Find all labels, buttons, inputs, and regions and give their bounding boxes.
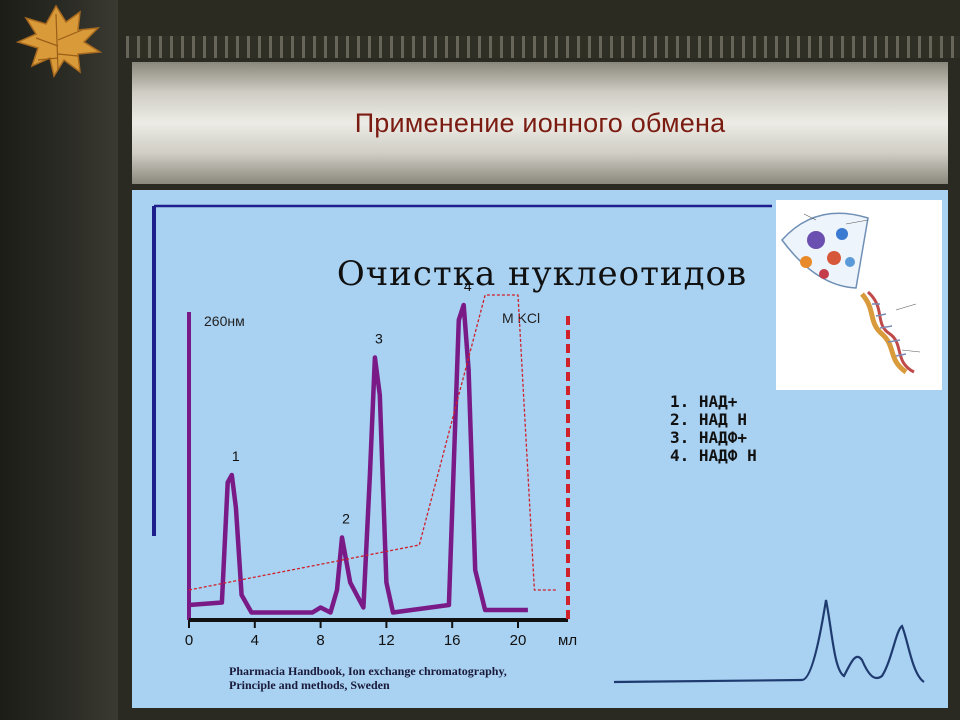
reference-citation: Pharmacia Handbook, Ion exchange chromat…: [229, 664, 589, 692]
mini-chromatogram-icon: [613, 599, 925, 684]
legend-item: 4. НАДФ Н: [670, 446, 757, 465]
x-tick-label: 8: [316, 632, 324, 649]
peak-label: 4: [464, 278, 472, 294]
y2-axis-label: М KCl: [502, 310, 540, 326]
stitch-decoration: [126, 36, 960, 58]
left-decor-panel: [0, 0, 118, 720]
autumn-leaf-icon: [15, 4, 103, 78]
top-decor-strip: [118, 0, 960, 40]
slide-content: Очистка нуклеотидов 260нм М KCl мл 0 4 8 12…: [132, 190, 948, 708]
legend-item: 2. НАД Н: [670, 410, 748, 429]
x-tick-label: 20: [510, 632, 527, 649]
x-tick-label: 16: [444, 632, 461, 649]
kcl-gradient-line: [188, 294, 556, 591]
reference-line: Pharmacia Handbook, Ion exchange chromat…: [229, 664, 507, 678]
x-tick-label: 12: [378, 632, 395, 649]
x-tick-label: 4: [251, 632, 259, 649]
absorbance-curve: [188, 302, 528, 615]
legend-item: 3. НАДФ+: [670, 428, 748, 447]
slide-title: Применение ионного обмена: [354, 107, 726, 138]
peak-label: 2: [342, 511, 350, 527]
peak-label: 1: [232, 448, 240, 464]
title-bar: Применение ионного обмена: [132, 62, 948, 184]
x-unit-label: мл: [558, 632, 577, 649]
x-tick-label: 0: [185, 632, 193, 649]
y-axis-label: 260нм: [204, 313, 245, 329]
dna-cell-illustration: [776, 200, 942, 390]
chart-heading: Очистка нуклеотидов: [336, 254, 748, 294]
legend-list: 1. НАД+ 2. НАД Н 3. НАДФ+ 4. НАДФ Н: [670, 393, 830, 465]
legend-item: 1. НАД+: [670, 392, 738, 411]
peak-label: 3: [375, 331, 383, 347]
reference-line: Principle and methods, Sweden: [229, 678, 390, 692]
